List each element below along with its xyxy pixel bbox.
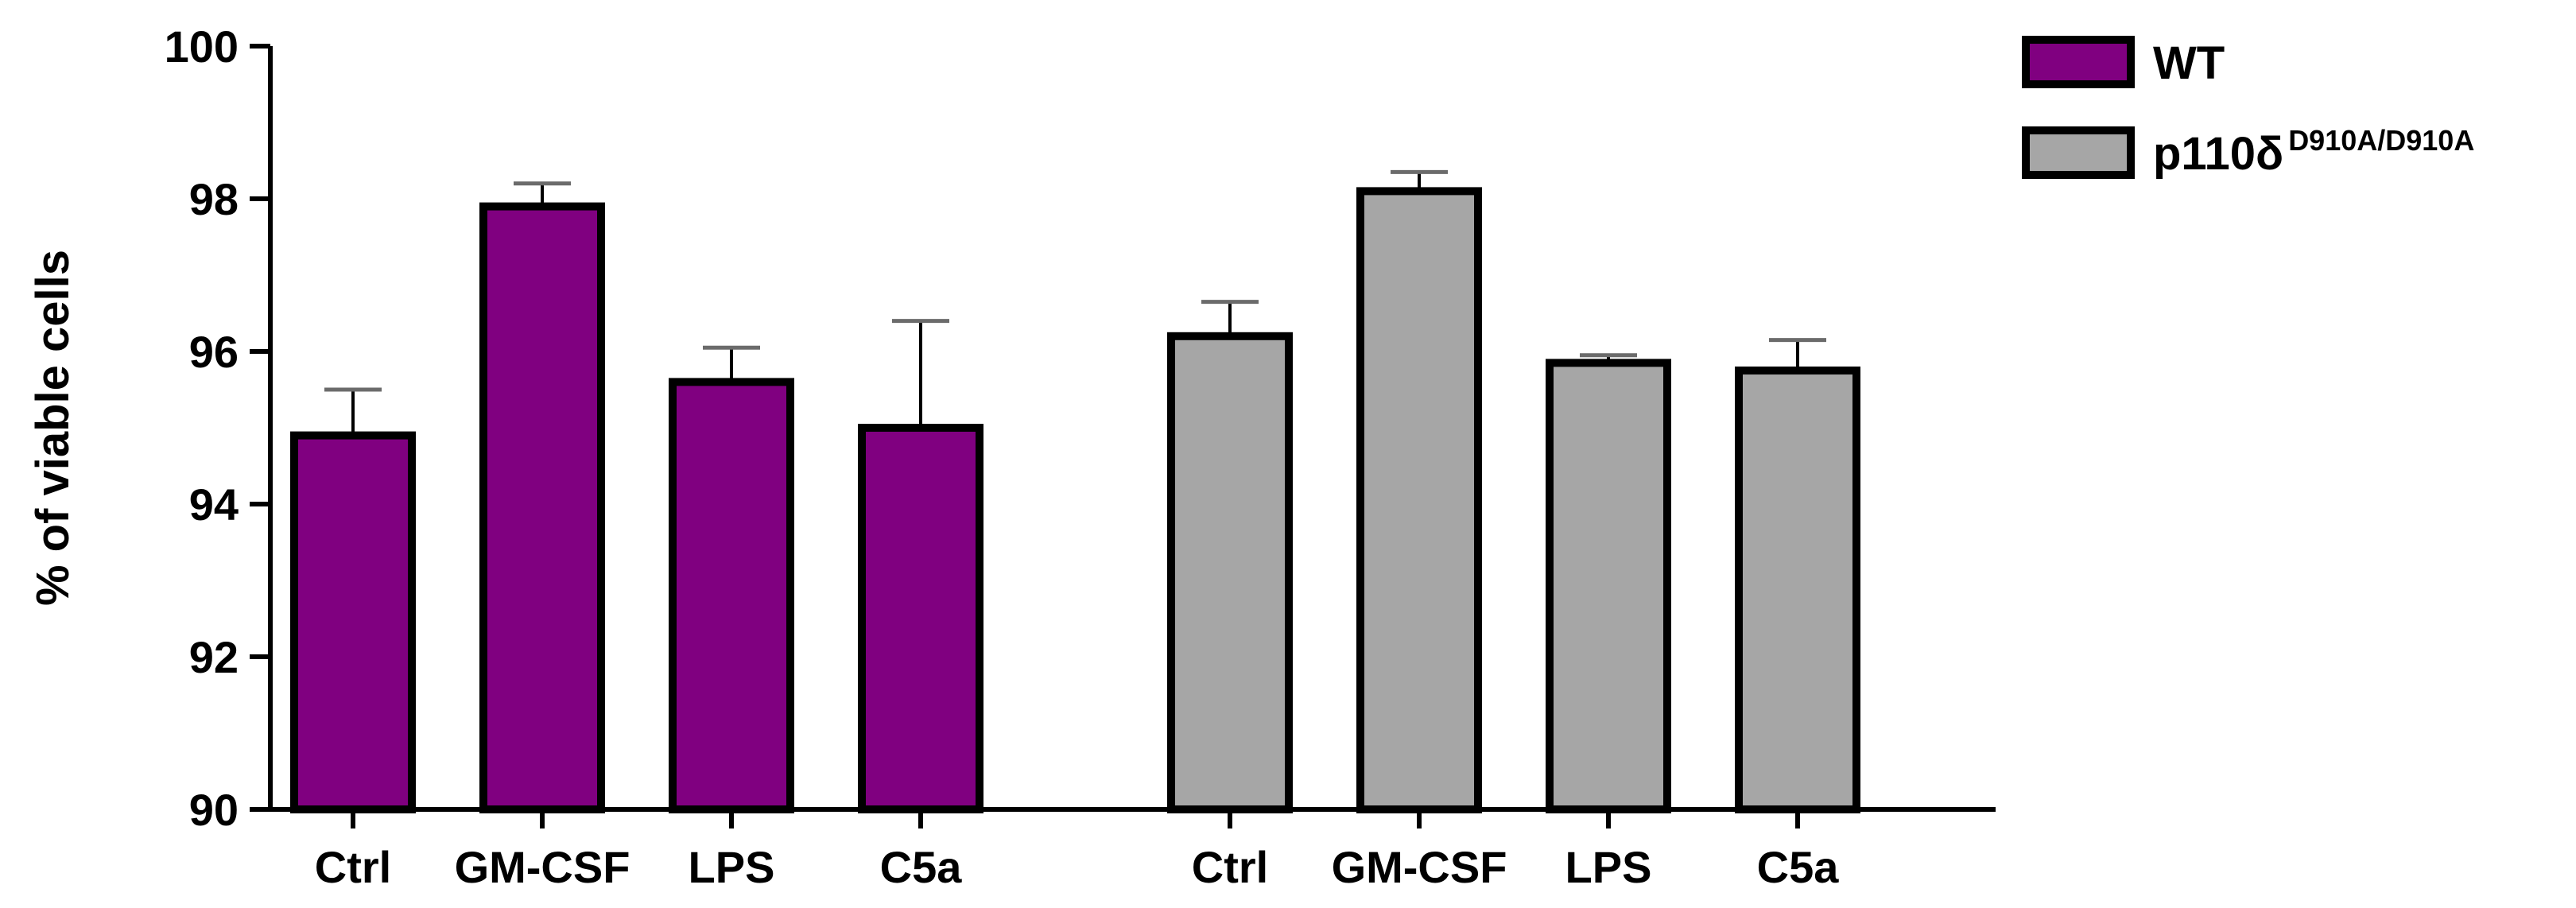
- x-tick-label: GM-CSF: [1332, 842, 1507, 892]
- bar: [1356, 187, 1482, 813]
- x-tick-label: LPS: [1565, 842, 1652, 892]
- legend-swatch: [2022, 126, 2135, 179]
- x-tick-labels: Ctrl GM-CSF LPS C5a Ctrl GM-CSF LPS C5a: [315, 842, 1839, 892]
- bar: [1546, 359, 1671, 813]
- x-tick-label: Ctrl: [315, 842, 391, 892]
- bar: [669, 378, 794, 813]
- bars: [290, 169, 1860, 814]
- y-tick-label: 100: [165, 21, 239, 72]
- x-tick-label: C5a: [1757, 842, 1840, 892]
- y-axis-title: % of viable cells: [27, 250, 79, 606]
- legend: WT p110δ D910A/D910A: [2022, 36, 2474, 180]
- legend-label-superscript: D910A/D910A: [2288, 124, 2474, 157]
- bar: [858, 424, 983, 813]
- x-tick-label: LPS: [689, 842, 775, 892]
- y-tick-label: 96: [189, 327, 239, 377]
- legend-label: p110δ D910A/D910A: [2153, 124, 2474, 180]
- bar: [1735, 367, 1860, 813]
- y-tick-label: 90: [189, 785, 239, 835]
- bar: [479, 202, 605, 814]
- bar: [290, 431, 416, 813]
- legend-label: WT: [2153, 37, 2225, 89]
- bar: [1167, 332, 1293, 813]
- x-tick-label: C5a: [880, 842, 963, 892]
- y-tick-label: 98: [189, 174, 239, 224]
- x-tick-label: GM-CSF: [455, 842, 630, 892]
- y-tick-label: 92: [189, 632, 239, 682]
- x-tick-label: Ctrl: [1192, 842, 1268, 892]
- y-axis: 90 92 94 96 98 100: [165, 21, 273, 835]
- y-tick-label: 94: [189, 479, 239, 530]
- legend-swatch: [2022, 36, 2135, 88]
